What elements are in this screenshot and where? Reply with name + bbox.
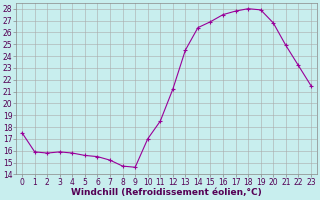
X-axis label: Windchill (Refroidissement éolien,°C): Windchill (Refroidissement éolien,°C) xyxy=(71,188,262,197)
